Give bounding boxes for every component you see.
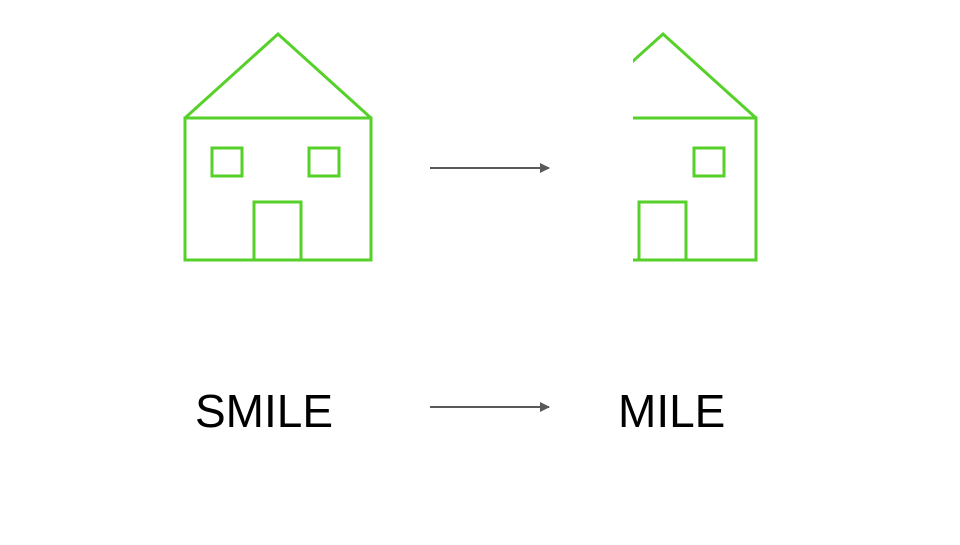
house-right-window <box>307 146 341 178</box>
cropped-house-door <box>637 200 688 262</box>
house-roof <box>183 31 373 120</box>
house-door <box>252 200 303 262</box>
cropped-house-body <box>633 116 758 262</box>
house-left-window <box>210 146 244 178</box>
cropped-house-roof <box>633 31 758 120</box>
cropped-house-icon <box>597 31 758 262</box>
cropped-house-right-window <box>692 146 726 178</box>
word-before: SMILE <box>195 385 334 437</box>
house-body <box>183 116 373 262</box>
word-after: MILE <box>618 385 726 437</box>
house-icon <box>183 31 373 262</box>
cropped-house-left-window <box>597 148 627 176</box>
